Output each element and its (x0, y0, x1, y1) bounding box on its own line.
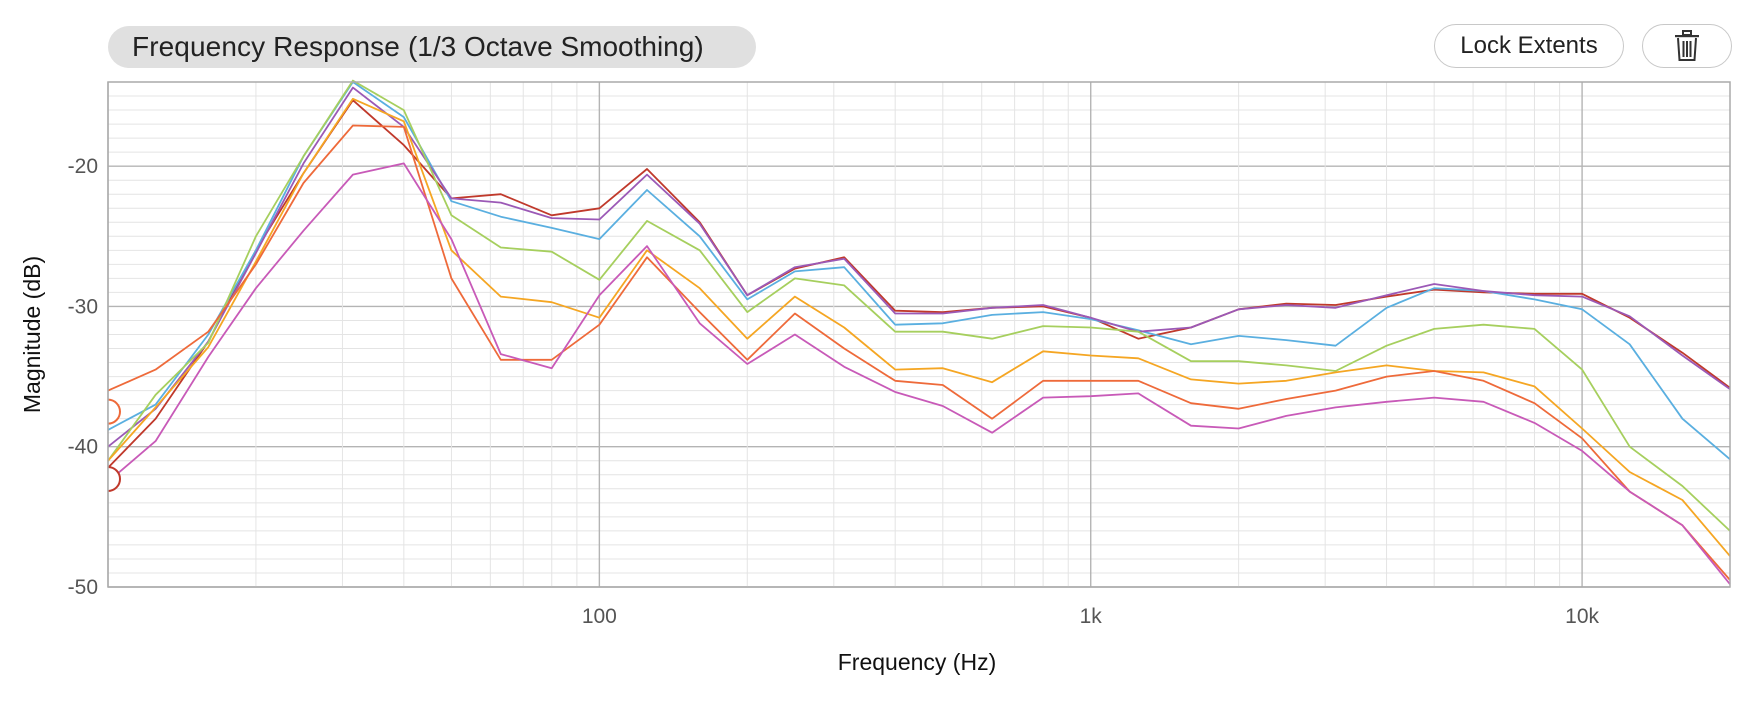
y-tick-label: -20 (68, 155, 98, 178)
y-tick-label: -40 (68, 436, 98, 459)
plot-border (107, 81, 1731, 588)
grid (107, 81, 1731, 588)
series-line-3 (107, 86, 1731, 448)
y-tick-label: -30 (68, 295, 98, 318)
series-line-6 (107, 124, 1731, 581)
x-axis-label: Frequency (Hz) (838, 649, 996, 675)
y-axis-label: Magnitude (dB) (19, 256, 45, 413)
series-line-5 (107, 97, 1731, 557)
x-tick-label: 10k (1565, 605, 1599, 628)
axis-ticks: -20 -30 -40 -50 100 1k 10k (68, 155, 1600, 628)
series-lines (107, 79, 1731, 585)
series-line-7 (107, 162, 1731, 585)
chart-title-main: Frequency Response (132, 31, 400, 62)
x-tick-label: 100 (582, 605, 617, 628)
chart-title-sub: (1/3 Octave Smoothing) (407, 31, 704, 62)
axis-markers[interactable] (107, 398, 121, 492)
axis-marker-handle[interactable] (107, 398, 121, 425)
delete-button[interactable] (1642, 24, 1732, 68)
lock-extents-button[interactable]: Lock Extents (1434, 24, 1624, 68)
series-line-2 (107, 81, 1731, 460)
y-tick-label: -50 (68, 576, 98, 599)
series-line-4 (107, 79, 1731, 532)
axis-marker-handle[interactable] (107, 465, 121, 492)
chart-title: Frequency Response (1/3 Octave Smoothing… (108, 26, 756, 68)
x-tick-label: 1k (1080, 605, 1103, 628)
series-line-1 (107, 99, 1731, 469)
trash-icon (1675, 30, 1699, 61)
